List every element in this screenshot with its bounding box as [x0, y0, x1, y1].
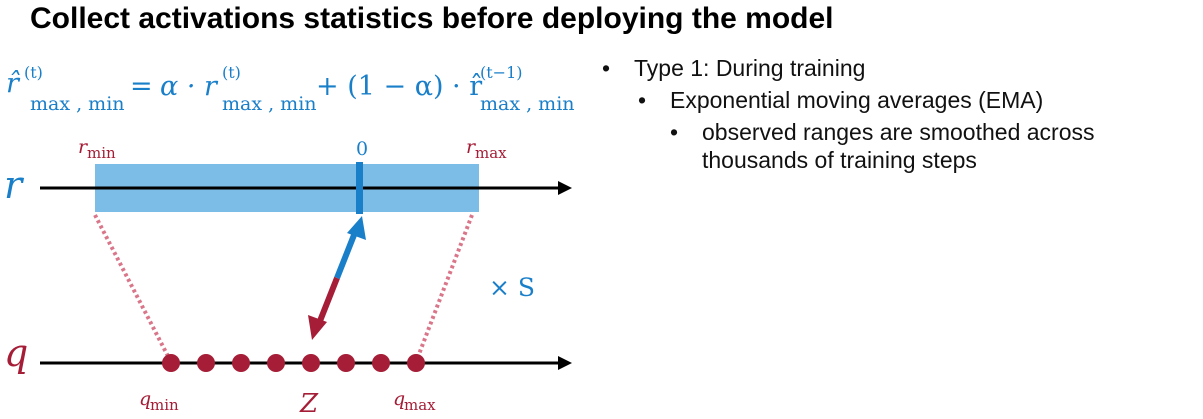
formula-term1-sup: (t): [222, 63, 241, 82]
bullet-list: • Type 1: During training • Exponential …: [598, 54, 1198, 178]
q-max-label: q max: [393, 388, 436, 414]
q-max-sub: max: [404, 396, 436, 414]
formula-term1-sub: max , min: [222, 93, 317, 115]
q-point: [267, 354, 285, 372]
q-point: [372, 354, 390, 372]
bullet-dot-icon: •: [602, 55, 611, 81]
formula-lhs-base: r̂: [6, 68, 21, 99]
r-min-base: r: [78, 136, 89, 158]
formula-alpha-dot: α · r: [160, 71, 219, 102]
quantization-diagram: r̂ (t) max , min = α · r (t) max , min +…: [4, 63, 575, 419]
q-axis-label: q: [4, 331, 28, 375]
q-point: [407, 354, 425, 372]
bullet-type1: • Type 1: During training: [598, 54, 1198, 82]
zero-label: 0: [356, 138, 368, 160]
formula-lhs-sup: (t): [24, 63, 43, 82]
zero-arrow-upper: [334, 228, 359, 280]
q-min-sub: min: [150, 396, 179, 414]
min-mapping-line: [93, 214, 173, 363]
q-point: [302, 354, 320, 372]
q-min-label: q min: [139, 388, 179, 414]
ema-formula: r̂ (t) max , min = α · r (t) max , min +…: [6, 63, 575, 115]
q-min-base: q: [139, 388, 151, 410]
r-max-base: r: [466, 136, 477, 158]
q-point: [337, 354, 355, 372]
q-point: [232, 354, 250, 372]
r-min-sub: min: [87, 144, 116, 162]
q-point: [162, 354, 180, 372]
zero-arrowhead-down: [308, 315, 327, 340]
zero-tick: [356, 162, 363, 214]
formula-term2-sup: (t−1): [480, 63, 523, 82]
formula-term2-sub: max , min: [480, 93, 575, 115]
zero-point-label: Z: [299, 389, 319, 419]
max-mapping-line: [414, 214, 474, 363]
r-axis-label: r: [4, 163, 25, 207]
zero-point-arrow: [308, 216, 366, 340]
formula-equals: =: [130, 71, 153, 102]
r-min-label: r min: [78, 136, 116, 162]
formula-plus: + (1 − α) · r̂: [316, 71, 482, 102]
zero-arrowhead-up: [347, 216, 366, 240]
q-grid-points: [162, 354, 425, 372]
bullet-dot-icon: •: [670, 119, 679, 145]
scale-label: × S: [489, 273, 535, 302]
bullet-observed-ranges: • observed ranges are smoothed across th…: [598, 118, 1198, 174]
r-max-sub: max: [475, 144, 507, 162]
bullet-text: Type 1: During training: [634, 55, 866, 81]
zero-arrow-lower: [315, 276, 340, 328]
q-max-base: q: [393, 388, 405, 410]
r-max-label: r max: [466, 136, 507, 162]
bullet-text: Exponential moving averages (EMA): [670, 87, 1044, 113]
bullet-ema: • Exponential moving averages (EMA): [598, 86, 1198, 114]
q-point: [197, 354, 215, 372]
bullet-dot-icon: •: [638, 87, 647, 113]
formula-lhs-sub: max , min: [30, 93, 125, 115]
page-title: Collect activations statistics before de…: [30, 2, 834, 35]
bullet-text: observed ranges are smoothed across thou…: [702, 119, 1095, 173]
